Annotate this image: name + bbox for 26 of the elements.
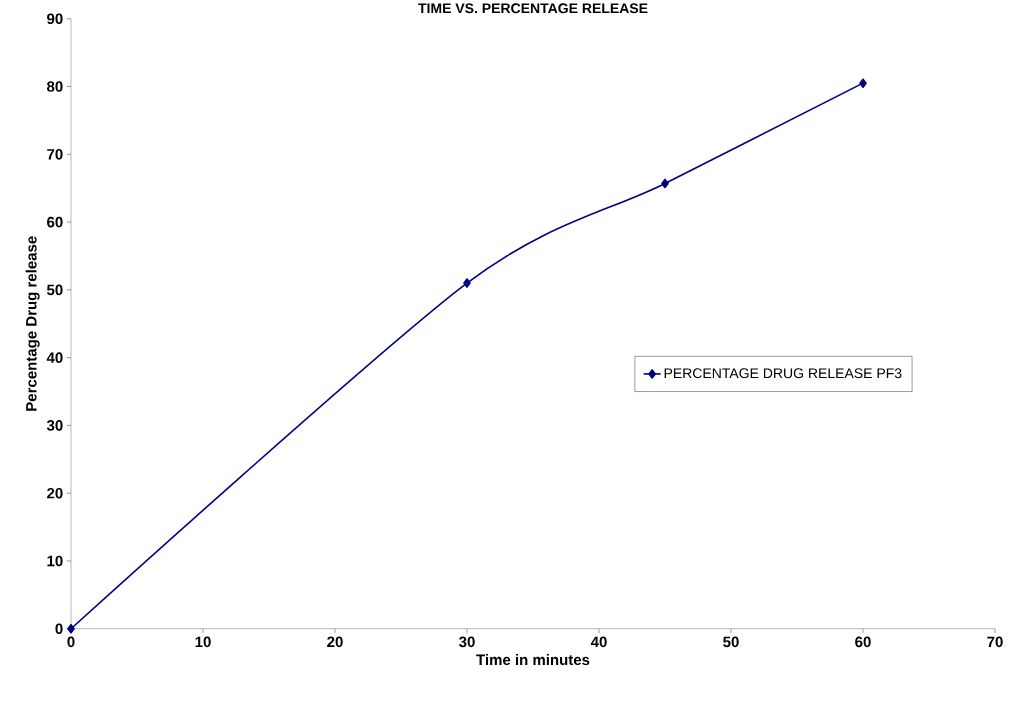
y-tick-label: 80	[46, 81, 63, 92]
point	[859, 78, 867, 89]
y-tick-label: 90	[47, 13, 63, 25]
y-tick-label: 40	[46, 352, 63, 364]
y-tick-label: 10	[47, 555, 63, 567]
point	[67, 624, 75, 634]
x-tick-label: 0	[67, 636, 75, 648]
chart-title: TIME VS. PERCENTAGE RELEASE	[418, 3, 648, 14]
y-tick-label: 30	[46, 420, 63, 431]
point	[463, 278, 471, 289]
point	[661, 178, 669, 189]
x-tick-label: 50	[723, 636, 739, 648]
y-axis-title: Percentage Drug release	[25, 236, 40, 411]
x-tick-label: 10	[195, 636, 211, 648]
x-tick-label: 60	[855, 636, 871, 648]
y-tick-label: 60	[47, 216, 63, 228]
y-tick-label: 70	[47, 149, 63, 160]
x-tick-label: 30	[459, 636, 475, 648]
legend-label: PERCENTAGE DRUG RELEASE PF3	[664, 368, 902, 379]
y-tick-label: 50	[46, 284, 63, 296]
x-tick-label: 40	[590, 636, 607, 648]
x-tick-label: 70	[987, 636, 1003, 648]
y-tick-label: 20	[47, 488, 63, 499]
x-axis-title: Time in minutes	[476, 654, 590, 666]
x-tick-label: 20	[327, 636, 343, 648]
y-tick-label: 0	[55, 623, 63, 635]
